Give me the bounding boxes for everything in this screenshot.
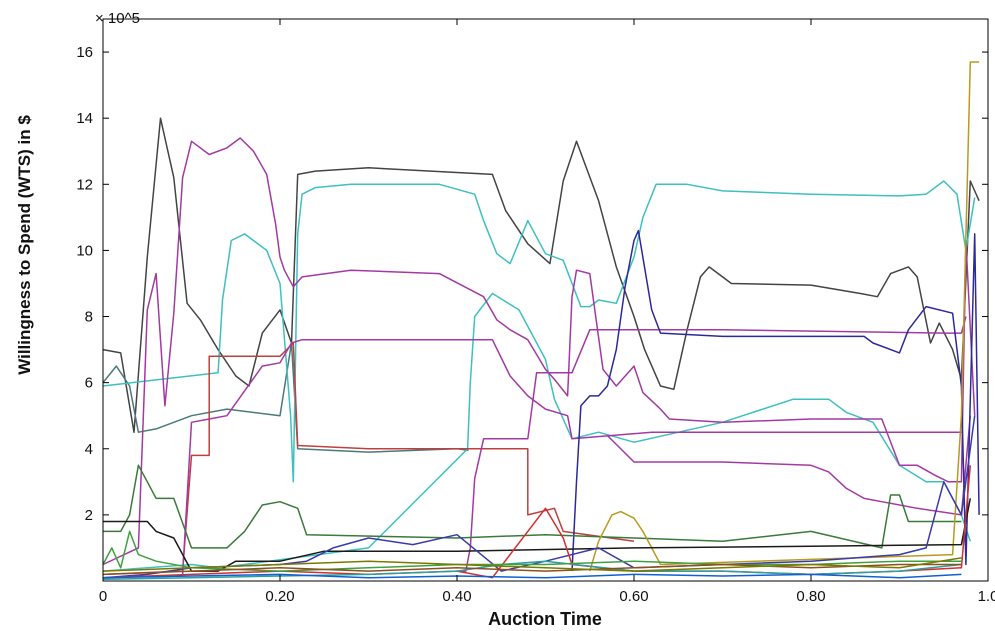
series-line-5 bbox=[102, 137, 976, 566]
y-multiplier: × 10^5 bbox=[95, 10, 140, 27]
series-line-6 bbox=[102, 342, 635, 576]
series-line-16 bbox=[102, 560, 962, 581]
y-axis-title: Willingness to Spend (WTS) in $ bbox=[15, 115, 34, 375]
x-axis-title: Auction Time bbox=[488, 609, 602, 629]
x-tick-label: 0.40 bbox=[442, 588, 471, 605]
series-line-8 bbox=[457, 316, 967, 572]
series-line-18 bbox=[102, 563, 962, 576]
y-tick-label: 14 bbox=[76, 110, 93, 127]
y-tick-label: 4 bbox=[85, 441, 93, 458]
series-line-3 bbox=[102, 180, 976, 483]
series-line-11 bbox=[103, 464, 962, 549]
x-tick-label: 0.20 bbox=[265, 588, 294, 605]
series-layer bbox=[102, 61, 980, 581]
tick-layer: 0 0.20 0.40 0.60 0.80 1.0 2 4 6 8 10 12 14 16 bbox=[76, 19, 995, 605]
series-line-7 bbox=[181, 338, 962, 575]
series-line-19 bbox=[102, 557, 962, 572]
series-line-2 bbox=[102, 342, 469, 453]
series-line-9 bbox=[606, 415, 972, 516]
x-tick-label: 0.60 bbox=[619, 588, 648, 605]
x-tick-label: 0.80 bbox=[796, 588, 825, 605]
series-line-1 bbox=[102, 117, 980, 433]
x-tick-label: 1.0 bbox=[978, 588, 995, 605]
y-tick-label: 16 bbox=[76, 44, 93, 61]
y-tick-label: 2 bbox=[85, 507, 93, 524]
series-line-10 bbox=[571, 229, 980, 572]
series-line-20 bbox=[102, 573, 962, 579]
y-tick-label: 6 bbox=[85, 375, 93, 392]
x-tick-label: 0 bbox=[99, 588, 107, 605]
plot-frame bbox=[102, 18, 989, 582]
series-line-13 bbox=[103, 498, 972, 572]
series-line-12 bbox=[589, 61, 980, 572]
plot-background bbox=[103, 19, 988, 581]
y-tick-label: 12 bbox=[76, 176, 93, 193]
y-tick-label: 10 bbox=[76, 242, 93, 259]
y-tick-label: 8 bbox=[85, 309, 93, 326]
